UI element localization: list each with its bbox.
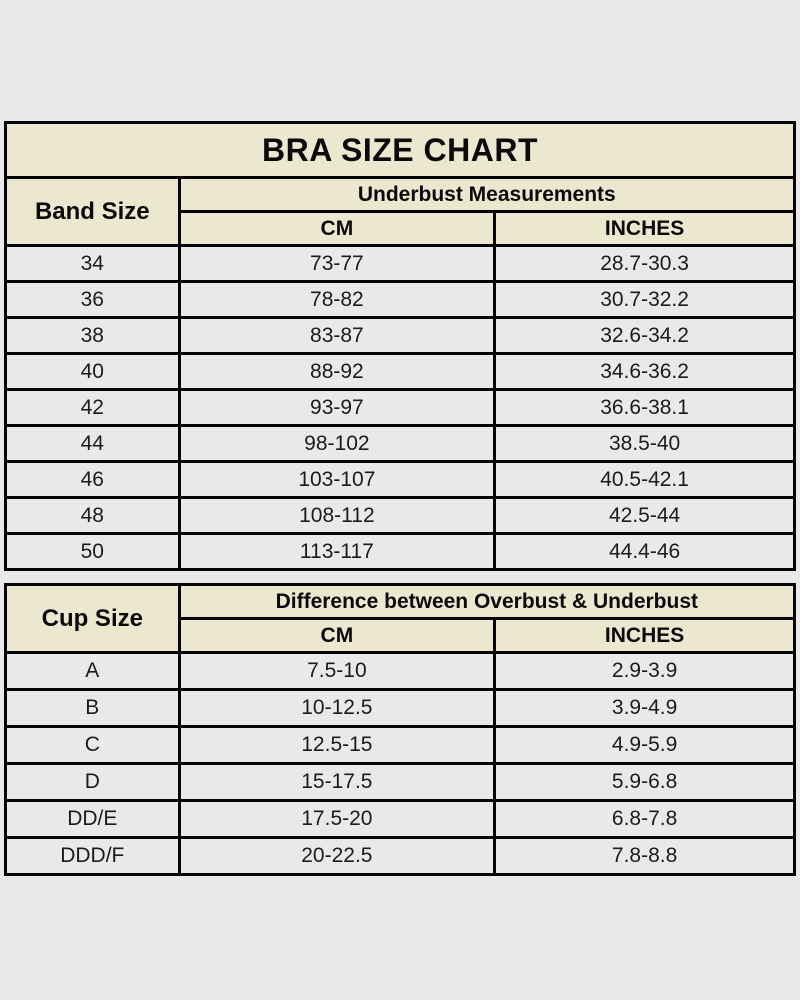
cm-cell: 113-117 [177, 532, 497, 571]
table-row: C 12.5-15 4.9-5.9 [4, 725, 796, 765]
inches-header: INCHES [493, 210, 796, 247]
band-size-cell: 50 [4, 532, 181, 571]
inches-cell: 3.9-4.9 [493, 688, 796, 728]
inches-cell: 4.9-5.9 [493, 725, 796, 765]
cm-cell: 98-102 [177, 424, 497, 463]
inches-cell: 34.6-36.2 [493, 352, 796, 391]
table-row: 40 88-92 34.6-36.2 [4, 352, 796, 391]
inches-cell: 42.5-44 [493, 496, 796, 535]
table-row: 42 93-97 36.6-38.1 [4, 388, 796, 427]
band-size-cell: 40 [4, 352, 181, 391]
table-row: 48 108-112 42.5-44 [4, 496, 796, 535]
table-row: 34 73-77 28.7-30.3 [4, 244, 796, 283]
cup-size-cell: DD/E [4, 799, 181, 839]
table-row: 38 83-87 32.6-34.2 [4, 316, 796, 355]
underbust-measurements-header: Underbust Measurements [177, 176, 797, 213]
cm-cell: 73-77 [177, 244, 497, 283]
cup-size-cell: D [4, 762, 181, 802]
difference-header: Difference between Overbust & Underbust [177, 583, 797, 620]
band-size-cell: 44 [4, 424, 181, 463]
table-row: DD/E 17.5-20 6.8-7.8 [4, 799, 796, 839]
group-header-row: Band Size Underbust Measurements [4, 176, 797, 247]
table-row: 36 78-82 30.7-32.2 [4, 280, 796, 319]
table-row: 46 103-107 40.5-42.1 [4, 460, 796, 499]
band-size-cell: 34 [4, 244, 181, 283]
cm-cell: 88-92 [177, 352, 497, 391]
cup-size-cell: B [4, 688, 181, 728]
cm-cell: 15-17.5 [177, 762, 497, 802]
table-row: 44 98-102 38.5-40 [4, 424, 796, 463]
table-row: D 15-17.5 5.9-6.8 [4, 762, 796, 802]
cup-size-cell: A [4, 651, 181, 691]
group-header-row: Cup Size Difference between Overbust & U… [4, 583, 797, 654]
table-row: A 7.5-10 2.9-3.9 [4, 651, 796, 691]
band-size-cell: 46 [4, 460, 181, 499]
cm-cell: 83-87 [177, 316, 497, 355]
cm-cell: 17.5-20 [177, 799, 497, 839]
cm-cell: 103-107 [177, 460, 497, 499]
inches-cell: 32.6-34.2 [493, 316, 796, 355]
cup-size-cell: DDD/F [4, 836, 181, 876]
inches-cell: 6.8-7.8 [493, 799, 796, 839]
band-size-cell: 38 [4, 316, 181, 355]
band-size-cell: 48 [4, 496, 181, 535]
inches-cell: 30.7-32.2 [493, 280, 796, 319]
inches-cell: 2.9-3.9 [493, 651, 796, 691]
cm-cell: 10-12.5 [177, 688, 497, 728]
table-row: B 10-12.5 3.9-4.9 [4, 688, 796, 728]
cm-cell: 20-22.5 [177, 836, 497, 876]
table-title-row: BRA SIZE CHART [4, 121, 796, 179]
band-size-cell: 36 [4, 280, 181, 319]
table-row: 50 113-117 44.4-46 [4, 532, 796, 571]
cm-cell: 78-82 [177, 280, 497, 319]
chart-title: BRA SIZE CHART [4, 121, 796, 179]
cup-size-cell: C [4, 725, 181, 765]
sub-header-row: CM INCHES [6, 210, 796, 247]
inches-cell: 7.8-8.8 [493, 836, 796, 876]
table-row: DDD/F 20-22.5 7.8-8.8 [4, 836, 796, 876]
inches-cell: 38.5-40 [493, 424, 796, 463]
cm-header: CM [177, 617, 497, 654]
cup-size-header: Cup Size [4, 583, 181, 654]
cm-header: CM [177, 210, 497, 247]
inches-cell: 28.7-30.3 [493, 244, 796, 283]
cm-cell: 108-112 [177, 496, 497, 535]
cm-cell: 12.5-15 [177, 725, 497, 765]
inches-header: INCHES [493, 617, 796, 654]
inches-cell: 40.5-42.1 [493, 460, 796, 499]
inches-cell: 36.6-38.1 [493, 388, 796, 427]
band-size-table: BRA SIZE CHART Band Size Underbust Measu… [4, 121, 797, 571]
band-size-header: Band Size [4, 176, 181, 247]
cup-size-table: Cup Size Difference between Overbust & U… [4, 583, 797, 876]
cm-cell: 93-97 [177, 388, 497, 427]
band-size-cell: 42 [4, 388, 181, 427]
sub-header-row: CM INCHES [6, 617, 796, 654]
inches-cell: 5.9-6.8 [493, 762, 796, 802]
cm-cell: 7.5-10 [177, 651, 497, 691]
inches-cell: 44.4-46 [493, 532, 796, 571]
